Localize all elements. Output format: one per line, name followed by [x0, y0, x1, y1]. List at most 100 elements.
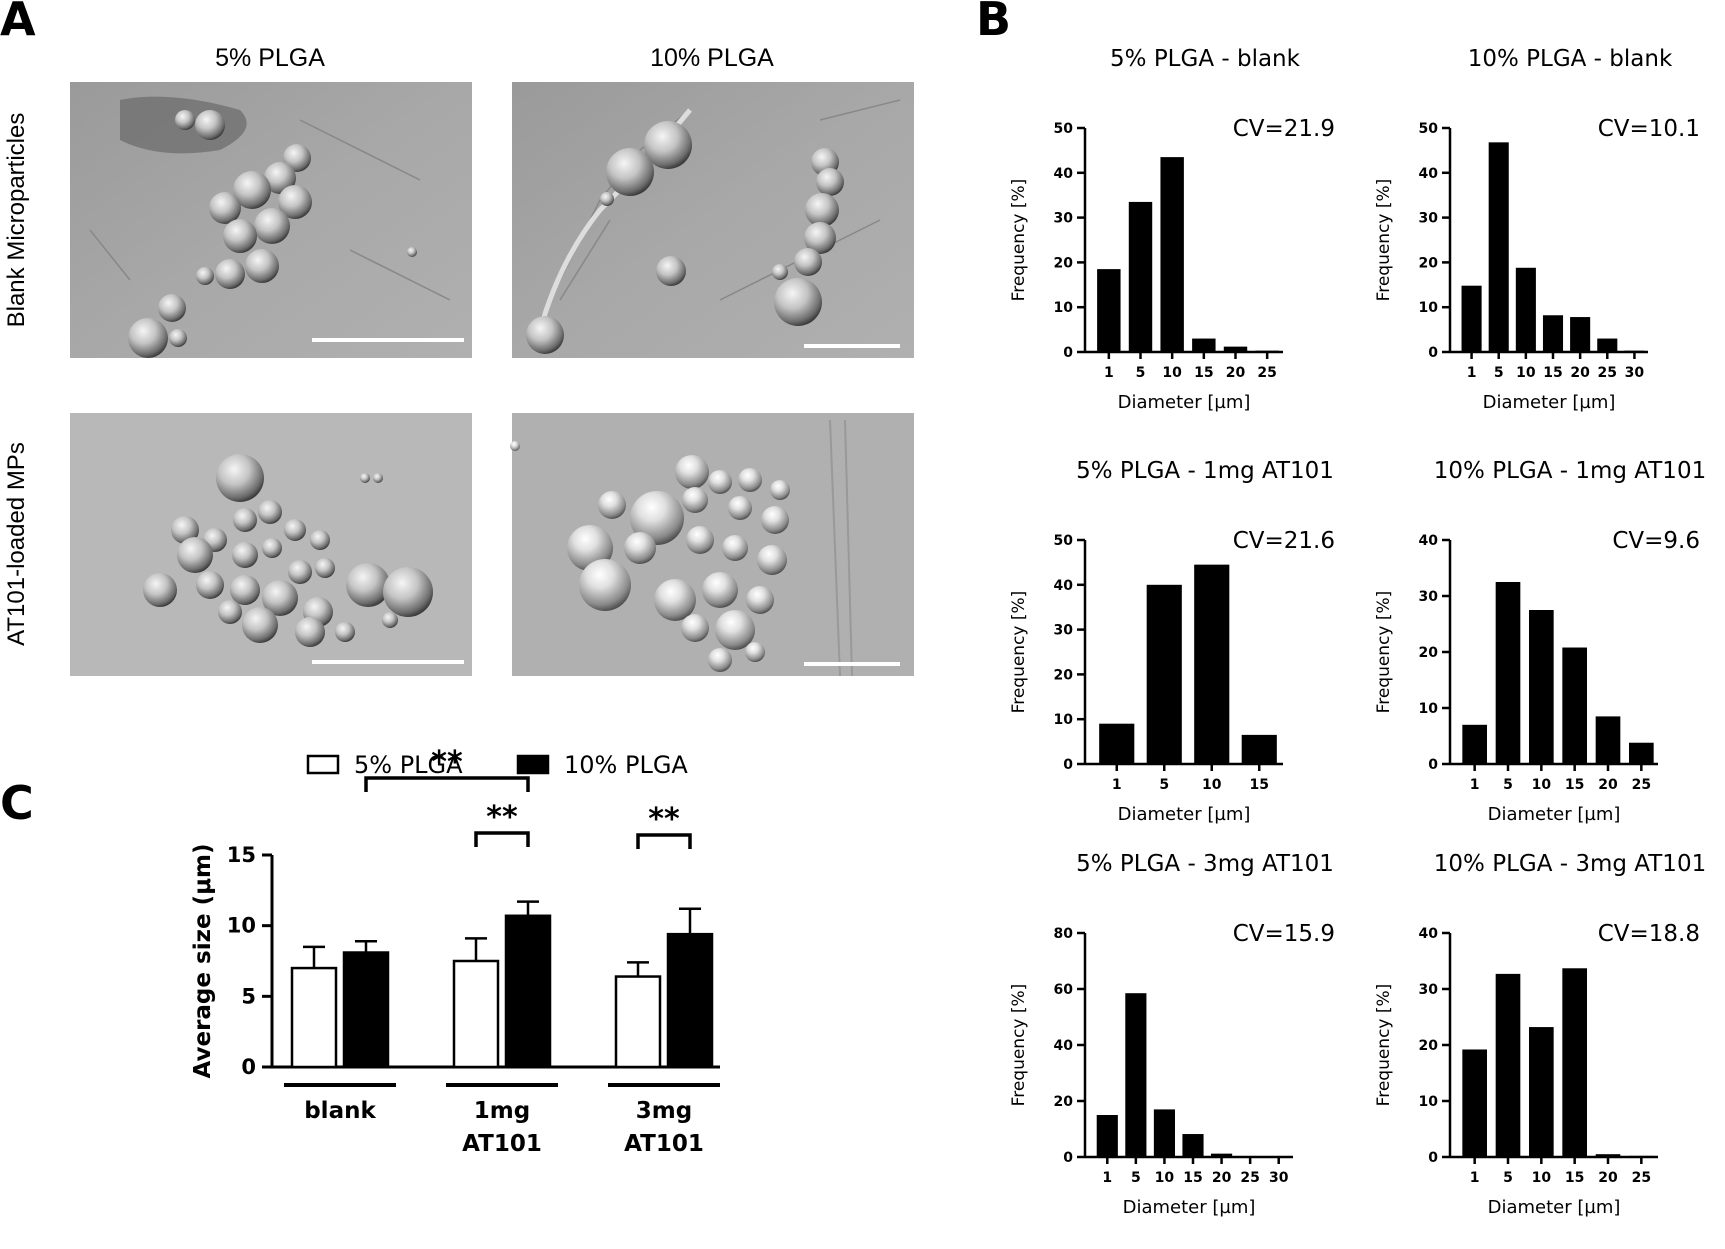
group-label: 1mg — [474, 1098, 530, 1124]
y-tick-label: 40 — [1054, 166, 1074, 182]
histogram-bar — [1570, 317, 1591, 352]
y-tick-label: 20 — [1054, 1094, 1074, 1110]
y-tick-label: 20 — [1419, 255, 1439, 271]
histogram-bar — [1223, 346, 1248, 352]
y-tick-label: 40 — [1419, 533, 1439, 549]
y-tick-label: 15 — [227, 843, 256, 867]
x-tick-label: 15 — [1543, 365, 1562, 381]
x-tick-label: 1 — [1112, 777, 1122, 793]
average-size-chart: 5% PLGA 10% PLGA 0 5 10 15 Average size (μm) bl… — [190, 745, 720, 1157]
bar — [614, 975, 662, 1069]
histogram-bar — [1268, 1156, 1290, 1158]
cv-annotation: CV=15.9 — [1233, 921, 1335, 947]
cv-annotation: CV=9.6 — [1612, 528, 1700, 554]
y-axis-label: Frequency [%] — [1009, 179, 1029, 302]
histogram-bar — [1529, 1027, 1554, 1157]
histogram-bar — [1099, 723, 1135, 764]
x-tick-label: 25 — [1598, 365, 1617, 381]
histogram-bar — [1488, 142, 1509, 352]
x-axis-label: Diameter [µm] — [1488, 1197, 1621, 1218]
group-label: AT101 — [462, 1131, 542, 1157]
y-tick-label: 0 — [241, 1055, 256, 1079]
panel-a-letter: A — [0, 0, 36, 46]
histogram-title: 5% PLGA - 3mg AT101 — [1076, 851, 1334, 877]
histogram-bar — [1097, 269, 1121, 352]
x-tick-label: 10 — [1155, 1170, 1175, 1186]
x-tick-label: 15 — [1565, 777, 1584, 793]
y-tick-label: 10 — [1419, 300, 1439, 316]
histogram-bar — [1597, 338, 1618, 352]
histogram-bar — [1239, 1156, 1261, 1158]
panel-b-letter: B — [976, 0, 1012, 46]
y-axis-label: Frequency [%] — [1009, 591, 1029, 714]
col-title-5pct: 5% PLGA — [215, 44, 325, 72]
col-title-10pct: 10% PLGA — [650, 44, 774, 72]
histogram-bar — [1461, 285, 1482, 352]
histogram-bar — [1128, 201, 1153, 352]
x-tick-label: 25 — [1240, 1170, 1259, 1186]
histogram-title: 10% PLGA - blank — [1468, 46, 1673, 72]
histogram-bar — [1255, 350, 1279, 353]
y-tick-label: 20 — [1419, 645, 1439, 661]
bar — [452, 959, 500, 1069]
histogram-title: 10% PLGA - 1mg AT101 — [1434, 458, 1706, 484]
histogram-bar — [1542, 315, 1564, 352]
y-tick-label: 0 — [1428, 345, 1438, 361]
scale-bar-3 — [312, 660, 464, 664]
group-label: blank — [304, 1098, 376, 1124]
histogram-title: 10% PLGA - 3mg AT101 — [1434, 851, 1706, 877]
y-tick-label: 20 — [1054, 667, 1074, 683]
panel-c: 5% PLGA 10% PLGA 0 5 10 15 Average size (μm) bl… — [180, 740, 740, 1249]
x-tick-label: 20 — [1212, 1170, 1232, 1186]
scale-bar-2 — [804, 344, 900, 348]
histogram-bar — [1495, 582, 1521, 764]
y-axis-label: Frequency [%] — [1009, 984, 1029, 1107]
legend-swatch — [306, 754, 340, 775]
y-tick-label: 80 — [1054, 926, 1074, 942]
y-tick-label: 30 — [1419, 982, 1439, 998]
histogram-bar — [1462, 1049, 1487, 1157]
y-tick-label: 0 — [1428, 1150, 1438, 1166]
x-tick-label: 25 — [1257, 365, 1276, 381]
x-tick-label: 20 — [1570, 365, 1590, 381]
y-tick-label: 40 — [1054, 578, 1074, 594]
x-tick-label: 15 — [1183, 1170, 1202, 1186]
histogram-bar — [1595, 716, 1621, 764]
cv-annotation: CV=10.1 — [1598, 116, 1700, 142]
x-axis-label: Diameter [µm] — [1118, 392, 1251, 413]
cv-annotation: CV=21.6 — [1233, 528, 1335, 554]
histogram-bar — [1529, 610, 1554, 764]
y-tick-label: 10 — [1419, 1094, 1439, 1110]
x-tick-label: 20 — [1598, 777, 1618, 793]
y-tick-label: 50 — [1419, 121, 1439, 137]
y-tick-label: 10 — [1054, 300, 1074, 316]
y-tick-label: 0 — [1063, 757, 1073, 773]
x-tick-label: 10 — [1532, 1170, 1552, 1186]
histogram-title: 5% PLGA - 1mg AT101 — [1076, 458, 1334, 484]
histogram-bar — [1624, 350, 1645, 353]
panel-a: 5% PLGA 10% PLGA Blank Microparticles AT… — [0, 0, 930, 690]
bar — [504, 914, 552, 1069]
x-tick-label: 25 — [1632, 777, 1651, 793]
significance-bracket — [364, 776, 530, 792]
histogram-bar — [1515, 267, 1536, 352]
microparticles-loaded-10pct — [510, 441, 790, 672]
group-label: AT101 — [624, 1131, 704, 1157]
y-tick-label: 50 — [1054, 121, 1074, 137]
y-axis-label: Frequency [%] — [1374, 984, 1394, 1107]
y-tick-label: 50 — [1054, 533, 1074, 549]
x-tick-label: 10 — [1516, 365, 1536, 381]
y-tick-label: 10 — [1054, 712, 1074, 728]
histogram-bar — [1211, 1153, 1233, 1157]
x-tick-label: 20 — [1226, 365, 1246, 381]
x-tick-label: 15 — [1194, 365, 1213, 381]
histogram-bar — [1125, 993, 1147, 1157]
x-tick-label: 5 — [1503, 777, 1513, 793]
x-tick-label: 1 — [1102, 1170, 1112, 1186]
cv-annotation: CV=18.8 — [1598, 921, 1700, 947]
histogram-bar — [1146, 584, 1182, 764]
histogram-bar — [1192, 338, 1216, 352]
